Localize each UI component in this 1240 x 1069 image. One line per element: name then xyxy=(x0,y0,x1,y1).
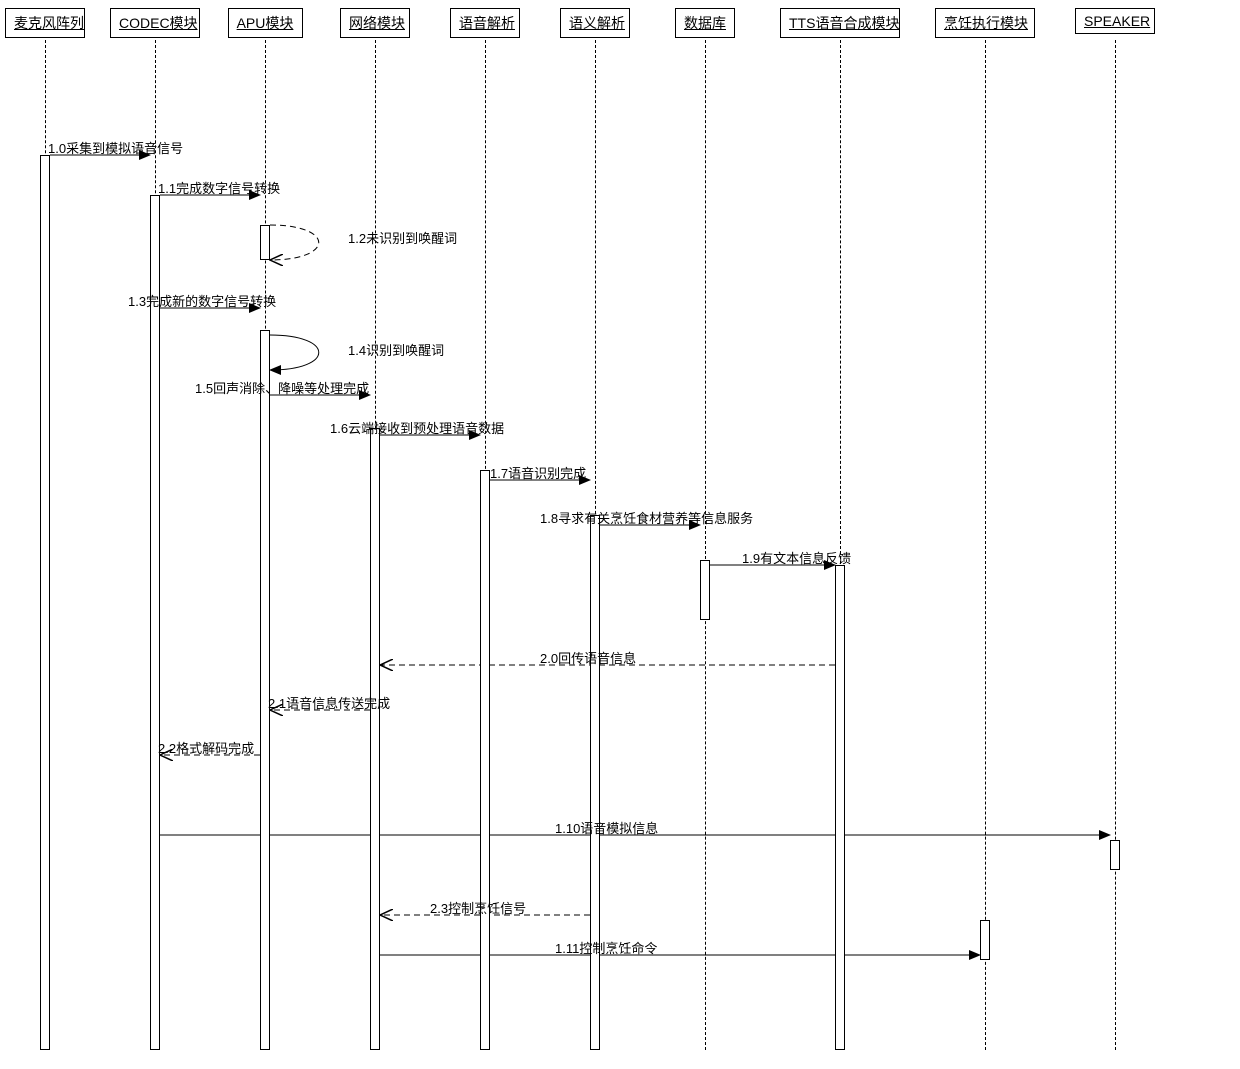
message-label-2-1: 2.1语音信息传送完成 xyxy=(268,693,390,712)
activation-sem-6 xyxy=(590,515,600,1050)
message-label-2-2: 2.2格式解码完成 xyxy=(158,738,254,757)
message-label-1-7: 1.7语音识别完成 xyxy=(490,463,586,482)
lifeline-speaker xyxy=(1115,40,1116,1050)
message-label-1-8: 1.8寻求有关烹饪食材营养等信息服务 xyxy=(540,508,753,527)
participant-codec: CODEC模块 xyxy=(110,8,200,38)
participant-mic: 麦克风阵列 xyxy=(5,8,85,38)
activation-speaker-10 xyxy=(1110,840,1120,870)
message-label-1-10: 1.10语音模拟信息 xyxy=(555,818,658,837)
message-label-1-2: 1.2未识别到唤醒词 xyxy=(348,228,457,247)
sequence-diagram-svg xyxy=(0,0,1240,1069)
participant-voice: 语音解析 xyxy=(450,8,520,38)
message-label-2-3: 2.3控制烹饪信号 xyxy=(430,898,526,917)
activation-apu-3 xyxy=(260,330,270,1050)
lifeline-cook xyxy=(985,40,986,1050)
message-label-1-0: 1.0采集到模拟语音信号 xyxy=(48,138,183,157)
activation-codec-1 xyxy=(150,195,160,1050)
participant-apu: APU模块 xyxy=(228,8,303,38)
message-label-1-9: 1.9有文本信息反馈 xyxy=(742,548,851,567)
participant-sem: 语义解析 xyxy=(560,8,630,38)
activation-net-4 xyxy=(370,428,380,1050)
activation-db-7 xyxy=(700,560,710,620)
participant-speaker: SPEAKER xyxy=(1075,8,1155,34)
activation-apu-2 xyxy=(260,225,270,260)
lifeline-db xyxy=(705,40,706,1050)
activation-cook-9 xyxy=(980,920,990,960)
participant-cook: 烹饪执行模块 xyxy=(935,8,1035,38)
message-label-1-4: 1.4识别到唤醒词 xyxy=(348,340,444,359)
message-label-1-11: 1.11控制烹饪命令 xyxy=(555,938,657,957)
message-label-1-3: 1.3完成新的数字信号转换 xyxy=(128,291,276,310)
message-label-2-0: 2.0回传语音信息 xyxy=(540,648,636,667)
activation-mic-0 xyxy=(40,155,50,1050)
participant-net: 网络模块 xyxy=(340,8,410,38)
activation-tts-8 xyxy=(835,565,845,1050)
participant-tts: TTS语音合成模块 xyxy=(780,8,900,38)
message-label-1-5: 1.5回声消除、降噪等处理完成 xyxy=(195,378,369,397)
activation-voice-5 xyxy=(480,470,490,1050)
participant-db: 数据库 xyxy=(675,8,735,38)
message-label-1-1: 1.1完成数字信号转换 xyxy=(158,178,280,197)
message-label-1-6: 1.6云端接收到预处理语音数据 xyxy=(330,418,504,437)
